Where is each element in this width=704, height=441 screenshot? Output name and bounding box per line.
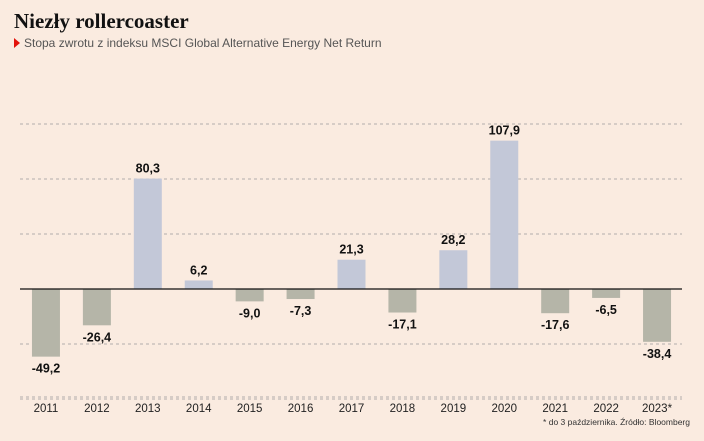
x-tick-label: 2023*	[642, 403, 673, 415]
bar	[643, 289, 672, 342]
bar	[82, 289, 111, 326]
x-tick-label: 2015	[237, 403, 263, 415]
bar	[490, 140, 519, 289]
x-tick-label: 2016	[288, 403, 314, 415]
data-label: 6,2	[190, 263, 207, 277]
bar	[592, 289, 621, 298]
x-tick-label: 2021	[542, 403, 568, 415]
x-tick-label: 2014	[186, 403, 212, 415]
x-tick-label: 2011	[34, 403, 59, 415]
bar	[133, 178, 162, 289]
x-tick-label: 2018	[390, 403, 416, 415]
bar	[235, 289, 264, 302]
x-tick-label: 2012	[84, 403, 110, 415]
footnote: * do 3 października. Źródło: Bloomberg	[543, 417, 690, 427]
bar	[439, 250, 468, 289]
x-tick-label: 2019	[441, 403, 467, 415]
bar	[388, 289, 417, 313]
x-tick-label: 2017	[339, 403, 365, 415]
data-label: 28,2	[441, 233, 465, 247]
bar	[184, 280, 213, 289]
data-label: -17,1	[388, 318, 417, 332]
bar	[31, 289, 60, 357]
x-tick-label: 2013	[135, 403, 161, 415]
data-label: 21,3	[339, 243, 363, 257]
data-label: -26,4	[83, 330, 112, 344]
bar	[337, 259, 366, 289]
triangle-marker-icon	[14, 38, 20, 48]
x-tick-label: 2020	[491, 403, 517, 415]
data-label: -38,4	[643, 347, 672, 361]
data-label: -9,0	[239, 306, 261, 320]
chart-title: Niezły rollercoaster	[14, 9, 189, 33]
chart-subtitle-text: Stopa zwrotu z indeksu MSCI Global Alter…	[24, 36, 382, 50]
data-label: -6,5	[595, 303, 617, 317]
data-label: 107,9	[489, 124, 520, 138]
data-label: 80,3	[136, 162, 160, 176]
data-label: -49,2	[32, 362, 61, 376]
data-label: -17,6	[541, 318, 570, 332]
chart-subtitle: Stopa zwrotu z indeksu MSCI Global Alter…	[14, 36, 382, 50]
bar	[541, 289, 570, 314]
bar	[286, 289, 315, 300]
data-label: -7,3	[290, 304, 312, 318]
x-tick-label: 2022	[593, 403, 619, 415]
